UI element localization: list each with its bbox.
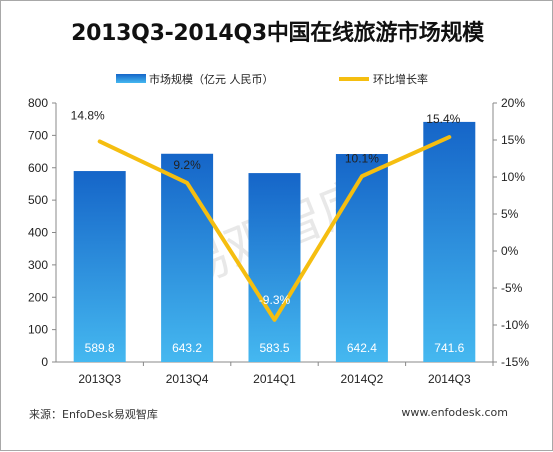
chart-title: 2013Q3-2014Q3中国在线旅游市场规模	[71, 21, 484, 46]
bar-value-label: 741.6	[434, 341, 464, 355]
y-right-tick-label: 0%	[501, 244, 519, 258]
y-right-tick-label: 15%	[501, 133, 525, 147]
x-tick-label: 2013Q3	[78, 372, 121, 386]
y-right-tick-label: 20%	[501, 96, 525, 110]
y-left-tick-label: 600	[28, 161, 48, 175]
y-left-tick-label: 300	[28, 258, 48, 272]
y-left-tick-label: 700	[28, 128, 48, 142]
y-right-tick-label: 10%	[501, 170, 525, 184]
growth-point-label: 9.2%	[173, 158, 201, 172]
growth-point-label: 10.1%	[345, 151, 379, 165]
y-left-tick-label: 200	[28, 290, 48, 304]
site-url: www.enfodesk.com	[401, 406, 508, 419]
bar	[423, 121, 476, 362]
bar-value-label: 642.4	[347, 341, 377, 355]
bar-value-label: 583.5	[259, 341, 289, 355]
bar-value-label: 643.2	[172, 341, 202, 355]
bar-value-label: 589.8	[85, 341, 115, 355]
x-tick-label: 2014Q1	[253, 372, 296, 386]
y-left-tick-label: 100	[28, 323, 48, 337]
x-tick-label: 2014Q2	[341, 372, 384, 386]
y-right-tick-label: -10%	[501, 318, 529, 332]
y-left-tick-label: 800	[28, 96, 48, 110]
y-right-tick-label: -5%	[501, 281, 523, 295]
y-left-tick-label: 400	[28, 226, 48, 240]
legend-line-label: 环比增长率	[373, 72, 428, 86]
y-left-tick-label: 0	[41, 355, 48, 369]
source-note: 来源：EnfoDesk易观智库	[29, 408, 158, 421]
bar	[248, 173, 301, 362]
growth-line	[97, 135, 452, 322]
x-tick-label: 2013Q4	[166, 372, 209, 386]
y-right-tick-label: 5%	[501, 207, 519, 221]
legend-bar-swatch	[116, 74, 146, 83]
growth-point-label: 14.8%	[71, 108, 105, 122]
growth-point-label: 15.4%	[426, 112, 460, 126]
growth-point-label: -9.3%	[259, 293, 291, 307]
x-tick-label: 2014Q3	[428, 372, 471, 386]
y-right-tick-label: -15%	[501, 355, 529, 369]
bar	[73, 171, 126, 362]
y-left-tick-label: 500	[28, 193, 48, 207]
bar	[161, 153, 214, 362]
legend-bar-label: 市场规模（亿元 人民币）	[149, 72, 274, 86]
bar	[335, 154, 388, 362]
